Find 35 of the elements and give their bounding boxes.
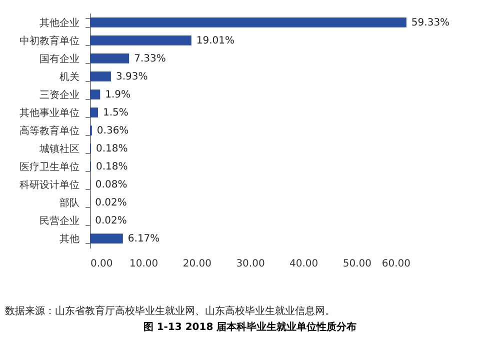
y-tick-label: 其他 [60,233,80,246]
y-tick-label: 中初教育单位 [20,34,80,47]
x-tick-label: 30.00 [236,258,265,270]
source-note: 数据来源：山东省教育厅高校毕业生就业网、山东高校毕业生就业信息网。 [5,305,335,317]
y-tick-label: 城镇社区 [38,143,80,156]
y-tick-label: 其他企业 [40,16,80,29]
data-label: 6.17% [128,234,160,245]
data-label: 19.01% [196,35,235,46]
x-tick-label: 40.00 [290,258,318,270]
y-tick-label: 高等教育单位 [20,125,80,137]
data-label: 0.08% [95,180,128,191]
y-tick-label: 其他事业单位 [20,106,80,119]
x-tick-label: 50.00 [342,258,372,270]
x-tick-label: 60.00 [382,258,410,270]
data-label: 1.9% [105,89,131,100]
y-tick-label: 国有企业 [40,52,80,65]
data-label: 7.33% [134,53,166,64]
text: 图 1-13 2018 届本科毕业生就业单位性质分布 [143,321,357,333]
y-tick-label: 部队 [60,197,80,210]
data-label: 0.36% [96,126,129,136]
x-tick-label: 20.00 [182,258,212,270]
x-tick-label: 10.00 [130,258,158,270]
y-tick-label: 科研设计单位 [20,179,80,192]
y-tick-label: 医疗卫生单位 [20,161,80,174]
data-label: 3.93% [116,71,148,82]
data-label: 0.02% [95,198,127,209]
data-label: 59.33% [411,17,450,28]
data-label: 1.5% [103,107,128,118]
data-label: 0.18% [96,162,128,173]
x-tick-label: 0.00 [90,258,113,270]
y-tick-label: 民营企业 [40,215,80,228]
y-tick-label: 三资企业 [40,88,80,101]
data-label: 0.02% [95,216,127,227]
y-tick-label: 机关 [60,70,80,83]
data-label: 0.18% [96,144,128,155]
